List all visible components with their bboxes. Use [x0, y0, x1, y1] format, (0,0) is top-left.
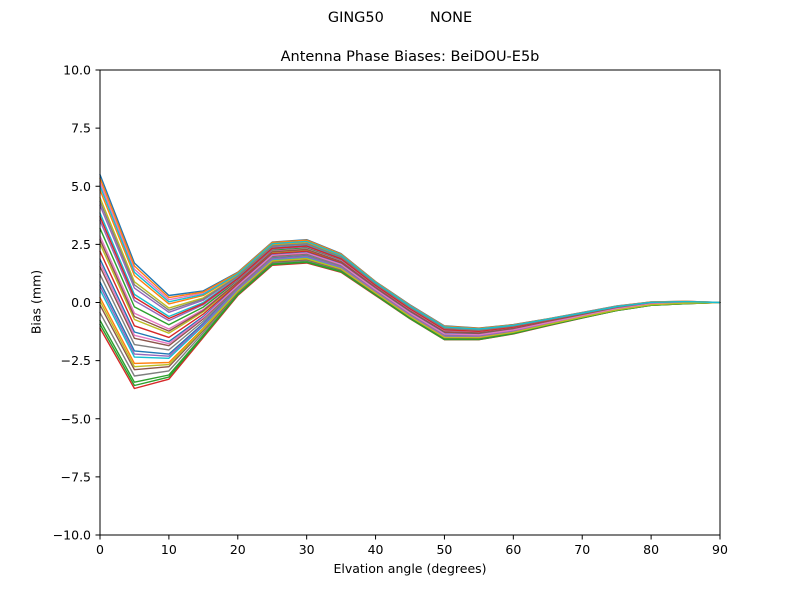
y-tick-label: −10.0 [53, 528, 91, 543]
y-tick-label: 5.0 [71, 179, 91, 194]
x-tick-label: 70 [574, 542, 590, 557]
figure-suptitle: GING50 NONE [0, 9, 800, 27]
chart-title: Antenna Phase Biases: BeiDOU-E5b [280, 49, 540, 65]
x-tick-label: 90 [712, 542, 728, 557]
plot-line-line-27 [99, 252, 721, 345]
y-tick-label: −5.0 [61, 411, 91, 426]
y-tick-label: 7.5 [71, 121, 91, 136]
x-tick-label: 80 [643, 542, 659, 557]
x-tick-label: 10 [161, 542, 177, 557]
x-tick-label: 40 [368, 542, 384, 557]
y-tick-label: 2.5 [71, 237, 91, 252]
y-tick-label: −7.5 [61, 469, 91, 484]
plot-line-line-30 [99, 185, 721, 330]
plot-line-line-13 [99, 261, 721, 383]
plot-line-line-09 [99, 242, 721, 335]
suptitle-mode: NONE [429, 10, 473, 26]
x-tick-label: 30 [299, 542, 315, 557]
y-tick-label: 0.0 [71, 295, 91, 310]
y-tick-label: −2.5 [61, 353, 91, 368]
x-tick-label: 20 [230, 542, 246, 557]
suptitle-station: GING50 [327, 10, 384, 26]
y-tick-label: 10.0 [63, 63, 91, 78]
x-tick-label: 60 [505, 542, 521, 557]
x-axis-label: Elvation angle (degrees) [333, 561, 487, 576]
plot-line-line-29 [99, 258, 721, 368]
x-tick-label: 0 [96, 542, 104, 557]
x-tick-label: 50 [436, 542, 452, 557]
